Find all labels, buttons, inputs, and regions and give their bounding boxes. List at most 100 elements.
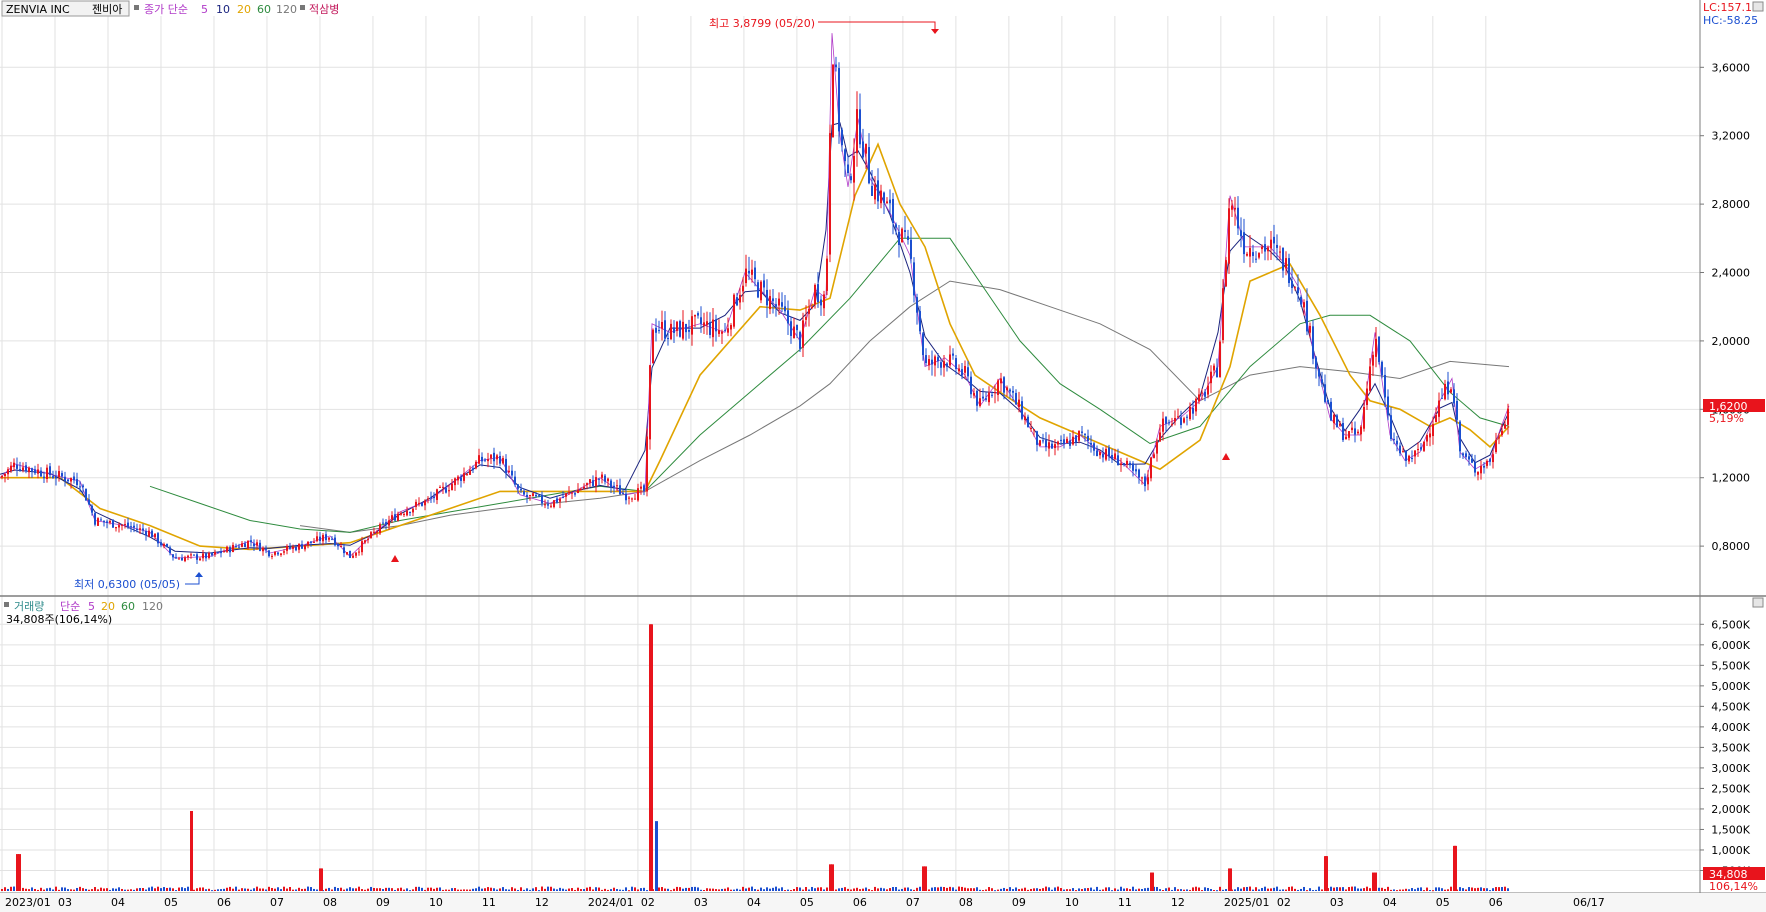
ma60-label[interactable]: 60	[257, 3, 271, 16]
candle-body	[1498, 437, 1500, 439]
volume-bar	[829, 864, 832, 891]
volume-bar	[1183, 889, 1185, 891]
candle-body	[598, 478, 600, 480]
volume-bar	[10, 886, 12, 891]
volume-bar	[712, 888, 714, 891]
candle-body	[1189, 406, 1191, 420]
candle-body	[424, 500, 426, 506]
volume-bar	[622, 889, 624, 891]
volume-bar	[355, 888, 357, 891]
price-tick-label: 0,8000	[1712, 540, 1751, 553]
candle-body	[667, 338, 669, 340]
candle-body	[901, 228, 903, 243]
volume-bar	[358, 886, 360, 891]
candle-body	[964, 366, 966, 373]
volume-bar	[49, 887, 51, 891]
candle-body	[931, 359, 933, 365]
volume-bar	[421, 887, 423, 891]
candle-body	[1396, 440, 1398, 445]
candle-body	[346, 552, 348, 555]
volume-bar	[1159, 889, 1161, 891]
volume-bar	[1240, 888, 1242, 891]
candle-body	[475, 461, 477, 469]
candle-body	[1108, 447, 1110, 457]
candle-body	[1234, 207, 1236, 210]
volume-bar	[286, 888, 288, 891]
volume-pane-collapse-icon[interactable]	[1752, 597, 1764, 608]
volume-bar	[1348, 887, 1350, 891]
candle-body	[139, 528, 141, 530]
ma120-label[interactable]: 120	[276, 3, 297, 16]
vol-ma5-label[interactable]: 5	[88, 600, 95, 613]
candle-body	[109, 520, 111, 523]
vol-ma60-label[interactable]: 60	[121, 600, 135, 613]
volume-bar	[1252, 889, 1254, 891]
candle-body	[382, 522, 384, 524]
volume-bar	[1477, 887, 1479, 891]
ma20-label[interactable]: 20	[237, 3, 251, 16]
candle-body	[907, 236, 909, 240]
candle-body	[127, 522, 129, 527]
candle-body	[523, 491, 525, 495]
price-pane-collapse-icon[interactable]	[1752, 1, 1764, 12]
volume-bar	[370, 886, 372, 891]
candle-body	[247, 540, 249, 549]
candle-body	[451, 483, 453, 491]
high-marker-line	[818, 21, 936, 30]
candle-body	[1423, 441, 1425, 451]
volume-bar	[475, 888, 477, 891]
candle-body	[208, 552, 210, 558]
candle-body	[145, 530, 147, 536]
volume-bar	[544, 888, 546, 891]
volume-bar	[778, 888, 780, 891]
ma5-label[interactable]: 5	[201, 3, 208, 16]
volume-bar	[1426, 887, 1428, 891]
volume-bar	[1087, 888, 1089, 891]
price-ma-label[interactable]: 종가 단순	[144, 3, 188, 16]
symbol-box[interactable]	[1, 0, 130, 17]
candlestick-series	[1, 56, 1509, 565]
candle-body	[718, 330, 720, 334]
time-tick-label: 11	[1118, 896, 1132, 909]
volume-bar	[802, 889, 804, 891]
candle-body	[1393, 438, 1395, 441]
volume-bar	[70, 889, 72, 891]
volume-bar	[103, 888, 105, 891]
volume-bar	[1033, 888, 1035, 891]
vol-ma120-label[interactable]: 120	[142, 600, 163, 613]
volume-bar	[835, 889, 837, 891]
volume-bar	[823, 889, 825, 891]
candle-body	[7, 469, 9, 475]
volume-ma-label[interactable]: 단순	[60, 600, 80, 613]
volume-bar	[1063, 889, 1065, 891]
volume-bar	[883, 888, 885, 891]
candle-body	[166, 543, 168, 547]
candle-body	[721, 331, 723, 334]
candle-body	[1057, 441, 1059, 445]
vol-ma20-label[interactable]: 20	[101, 600, 115, 613]
candle-body	[1246, 253, 1248, 256]
candle-body	[739, 294, 741, 303]
volume-bar	[385, 887, 387, 891]
candle-body	[775, 304, 777, 307]
candle-body	[73, 476, 75, 481]
ma120-line	[299, 280, 1510, 533]
volume-bar	[1468, 887, 1470, 891]
volume-label[interactable]: 거래량	[14, 600, 44, 613]
candle-body	[1153, 454, 1155, 458]
candle-body	[79, 486, 81, 488]
candle-body	[535, 495, 537, 497]
indicator-label[interactable]: 적삼병	[309, 3, 339, 16]
time-tick-label: 04	[747, 896, 761, 909]
candle-body	[541, 494, 543, 504]
volume-bar	[607, 889, 609, 891]
volume-bar	[565, 889, 567, 891]
ma10-label[interactable]: 10	[216, 3, 230, 16]
volume-bar	[604, 888, 606, 891]
volume-bar	[598, 887, 600, 891]
volume-bar	[811, 886, 813, 891]
candle-body	[322, 535, 324, 542]
volume-bar	[1024, 887, 1026, 891]
volume-bar	[601, 889, 603, 891]
volume-bar	[562, 888, 564, 891]
